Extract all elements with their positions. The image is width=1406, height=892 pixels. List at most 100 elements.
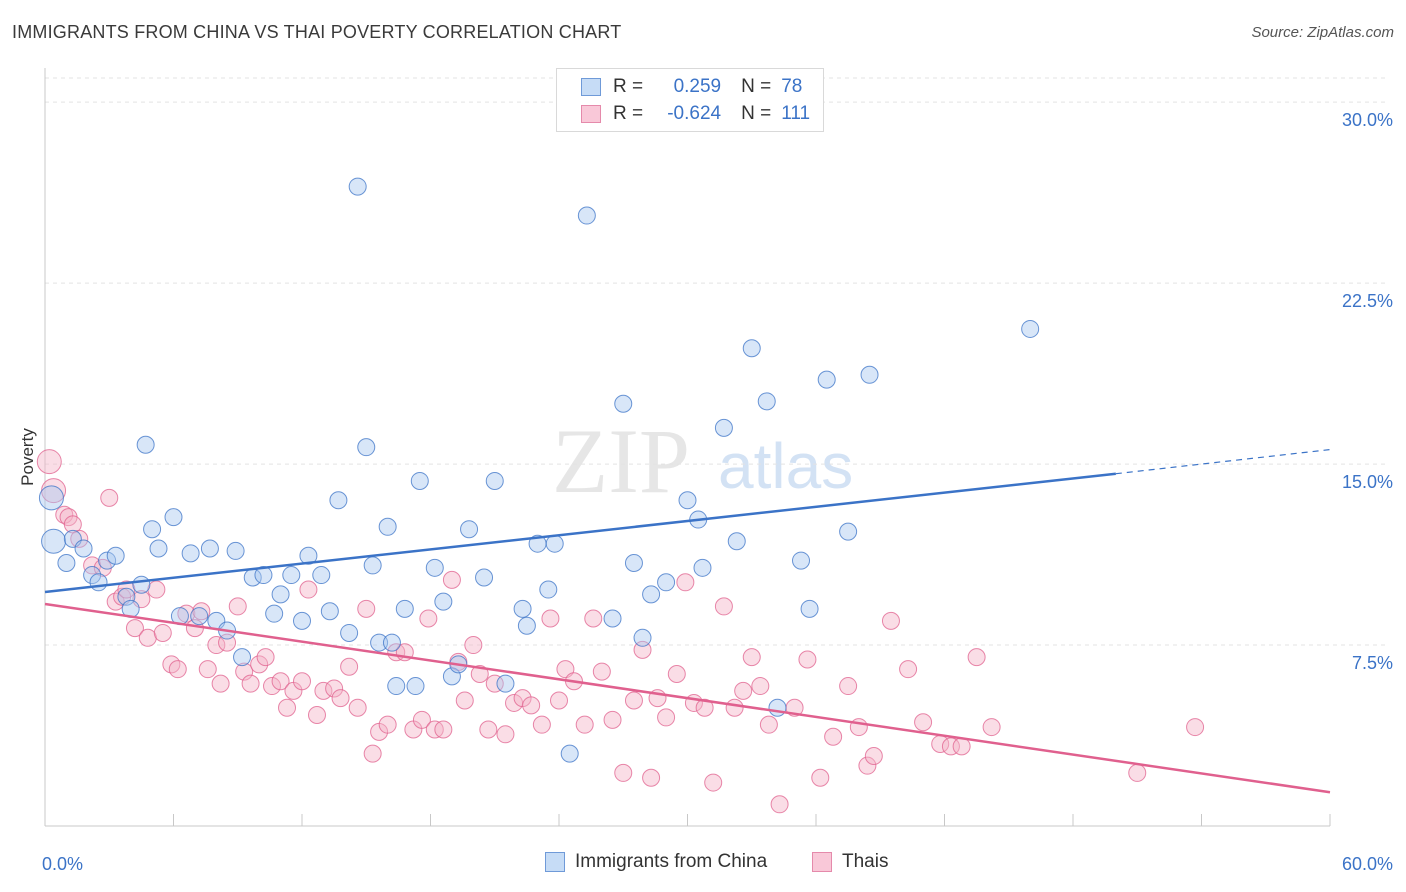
china-point (117, 587, 136, 606)
thai-points (36, 449, 1205, 814)
china-swatch (581, 78, 601, 96)
thai-point (378, 715, 397, 734)
china-point (282, 566, 301, 585)
china-point (89, 573, 108, 592)
china-point (41, 528, 67, 554)
china-point (678, 491, 697, 510)
china-point (382, 633, 401, 652)
y-tick-label: 22.5% (1342, 291, 1393, 311)
china-point (181, 544, 200, 563)
thai-point (192, 602, 211, 621)
thai-point (952, 737, 971, 756)
thai-point (36, 449, 62, 475)
china-point (378, 517, 397, 536)
thai-point (592, 662, 611, 681)
source-credit: Source: ZipAtlas.com (1251, 24, 1394, 41)
thai-point (759, 715, 778, 734)
thai-point (348, 698, 367, 717)
thai-point (914, 713, 933, 732)
thai-point (624, 691, 643, 710)
n-label: N = (741, 103, 772, 124)
thai-point (824, 727, 843, 746)
thai-point (584, 609, 603, 628)
y-tick-label: 7.5% (1352, 653, 1393, 673)
legend-item-china: Immigrants from China (545, 851, 767, 873)
thai-point (271, 672, 290, 691)
thai-point (734, 681, 753, 700)
thai-point (464, 636, 483, 655)
china-trend-line (44, 472, 1116, 594)
thai-point (742, 648, 761, 667)
thai-point (642, 768, 661, 787)
china-point (1021, 319, 1040, 338)
thai-legend-label: Thais (842, 851, 889, 872)
x-tick-labels: 0.0% 60.0% (42, 854, 1393, 874)
thai-point (241, 674, 260, 693)
axes (44, 68, 1331, 827)
thai-point (725, 698, 744, 717)
china-point (38, 485, 64, 511)
y-tick-label: 15.0% (1342, 472, 1393, 492)
china-point (517, 616, 536, 635)
china-point (370, 633, 389, 652)
china-point (299, 546, 318, 565)
thai-point (278, 698, 297, 717)
thai-point (412, 710, 431, 729)
grid-lines (45, 77, 1385, 646)
thai-point (228, 597, 247, 616)
china-trend-extension (1115, 448, 1331, 475)
china-legend-swatch (545, 852, 565, 872)
legend-row-china: R = 0.259 N = 78 (581, 75, 802, 99)
thai-swatch (581, 105, 601, 123)
thai-point (455, 691, 474, 710)
china-point (633, 628, 652, 647)
china-point (425, 558, 444, 577)
chart-title: IMMIGRANTS FROM CHINA VS THAI POVERTY CO… (12, 22, 622, 42)
china-point (395, 599, 414, 618)
thai-point (207, 636, 226, 655)
china-point (271, 585, 290, 604)
china-point (363, 556, 382, 575)
china-point (693, 558, 712, 577)
y-axis-title: Poverty (18, 428, 37, 486)
thai-point (858, 756, 877, 775)
china-point (143, 520, 162, 539)
thai-point (839, 677, 858, 696)
china-point (460, 520, 479, 539)
china-point (475, 568, 494, 587)
china-point (434, 592, 453, 611)
legend-item-thai: Thais (812, 851, 888, 873)
china-point (357, 438, 376, 457)
china-point (577, 206, 596, 225)
thai-point (967, 648, 986, 667)
thai-point (614, 763, 633, 782)
thai-point (263, 677, 282, 696)
r-label: R = (613, 103, 644, 124)
china-point (624, 553, 643, 572)
thai-point (70, 529, 89, 548)
thai-point (211, 674, 230, 693)
china-point (136, 435, 155, 454)
china-point (657, 573, 676, 592)
r-value: -0.624 (667, 103, 722, 124)
thai-point (340, 657, 359, 676)
thai-point (153, 623, 172, 642)
thai-point (770, 795, 789, 814)
x-tick-label: 0.0% (42, 854, 83, 874)
thai-point (256, 648, 275, 667)
thai-point (325, 679, 344, 698)
thai-legend-swatch (812, 852, 832, 872)
thai-point (198, 660, 217, 679)
thai-trend-line (44, 602, 1331, 794)
thai-point (168, 660, 187, 679)
thai-point (147, 580, 166, 599)
thai-point (704, 773, 723, 792)
china-point (757, 392, 776, 411)
watermark: ZIP atlas (552, 410, 853, 512)
thai-point (881, 611, 900, 630)
china-point (74, 539, 93, 558)
china-legend-label: Immigrants from China (575, 851, 768, 872)
china-point (265, 604, 284, 623)
thai-point (299, 580, 318, 599)
